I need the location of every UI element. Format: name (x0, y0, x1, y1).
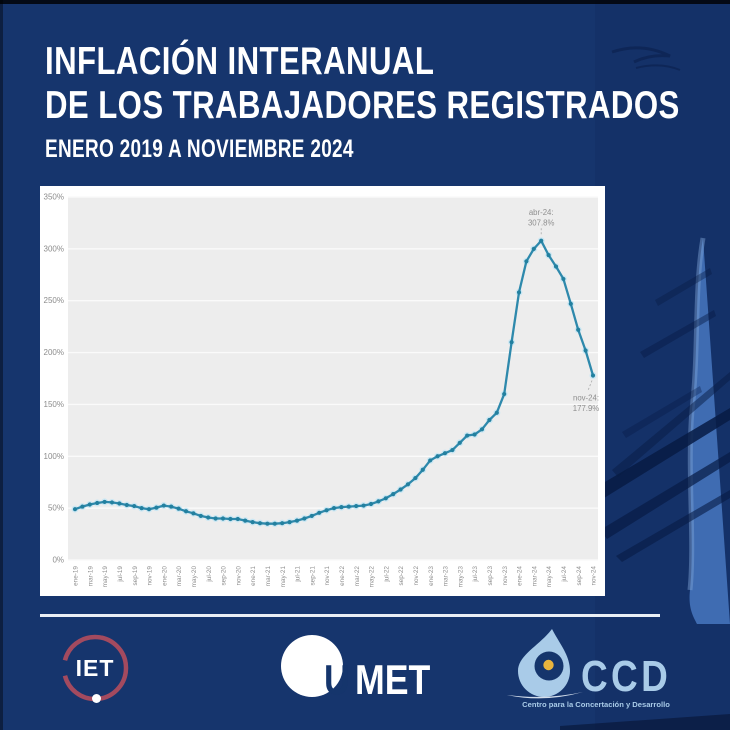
umet-u: U (324, 657, 350, 703)
iet-label: IET (76, 655, 115, 681)
chart-card: 0% 50% 100% 150% 200% 250% 300% 350% ene-19 mar-1… (40, 186, 605, 596)
svg-text:sep-23: sep-23 (487, 566, 494, 586)
svg-text:sep-19: sep-19 (132, 566, 139, 586)
svg-text:mar-19: mar-19 (87, 566, 94, 587)
annotation-label: abr-24: (529, 208, 554, 217)
svg-text:ene-20: ene-20 (161, 566, 168, 586)
ccd-swoosh (507, 692, 583, 699)
footer-divider (40, 614, 660, 617)
svg-text:250%: 250% (44, 296, 64, 305)
umet-logo: U MET (281, 635, 431, 704)
svg-text:mar-24: mar-24 (531, 566, 538, 587)
svg-text:sep-21: sep-21 (309, 566, 316, 586)
title-line-2: DE LOS TRABAJADORES REGISTRADOS (45, 84, 680, 127)
svg-text:mar-21: mar-21 (265, 566, 272, 587)
svg-text:jul-24: jul-24 (561, 566, 568, 583)
ccd-tagline: Centro para la Concertación y Desarrollo (522, 700, 670, 709)
data-points (72, 238, 596, 526)
inflation-line-chart: 0% 50% 100% 150% 200% 250% 300% 350% ene-19 mar-1… (44, 193, 600, 588)
ccd-label: CCD (581, 651, 671, 701)
svg-text:ene-24: ene-24 (517, 566, 524, 586)
annotation-value: 177.9% (573, 404, 600, 413)
svg-text:nov-23: nov-23 (502, 566, 509, 586)
umet-circle (281, 635, 343, 697)
svg-text:nov-20: nov-20 (235, 566, 242, 586)
svg-text:may-19: may-19 (102, 566, 109, 588)
svg-text:jul-20: jul-20 (206, 566, 213, 583)
svg-text:ene-21: ene-21 (250, 566, 257, 586)
svg-text:jul-21: jul-21 (295, 566, 302, 583)
svg-text:150%: 150% (44, 400, 64, 409)
svg-text:200%: 200% (44, 348, 64, 357)
svg-text:may-22: may-22 (369, 566, 376, 588)
umet-met: MET (355, 657, 431, 703)
svg-text:jul-23: jul-23 (472, 566, 479, 583)
svg-text:mar-22: mar-22 (354, 566, 361, 587)
svg-text:ene-22: ene-22 (339, 566, 346, 586)
svg-text:sep-22: sep-22 (398, 566, 405, 586)
svg-text:nov-22: nov-22 (413, 566, 420, 586)
title-subtitle: ENERO 2019 A NOVIEMBRE 2024 (45, 135, 354, 163)
svg-text:100%: 100% (44, 452, 64, 461)
y-axis-labels: 0% 50% 100% 150% 200% 250% 300% 350% (44, 193, 64, 565)
svg-text:may-20: may-20 (191, 566, 198, 588)
plot-area (68, 197, 598, 560)
title-line-1: INFLACIÓN INTERANUAL (45, 40, 435, 83)
svg-text:mar-20: mar-20 (176, 566, 183, 587)
svg-text:50%: 50% (48, 504, 64, 513)
iet-dot (92, 694, 101, 703)
svg-text:0%: 0% (52, 556, 64, 565)
x-axis-labels: ene-19 mar-19 may-19 jul-19 sep-19 nov-19 ene-… (73, 566, 598, 588)
svg-text:300%: 300% (44, 244, 64, 253)
svg-text:may-24: may-24 (546, 566, 553, 588)
svg-text:nov-21: nov-21 (324, 566, 331, 586)
svg-text:jul-19: jul-19 (117, 566, 124, 583)
ccd-flame-gold-dot (543, 659, 554, 671)
gridlines (68, 196, 598, 561)
iet-logo: IET (61, 634, 129, 703)
svg-text:may-21: may-21 (280, 566, 287, 588)
page-title: INFLACIÓN INTERANUAL DE LOS TRABAJADORES… (45, 40, 730, 164)
annotation-label: nov-24: (573, 393, 599, 402)
annotation-value: 307.8% (528, 218, 555, 227)
svg-text:ene-23: ene-23 (428, 566, 435, 586)
svg-text:ene-19: ene-19 (73, 566, 80, 586)
svg-text:sep-24: sep-24 (576, 566, 583, 586)
svg-text:350%: 350% (44, 193, 64, 202)
svg-text:nov-19: nov-19 (147, 566, 154, 586)
svg-text:jul-22: jul-22 (383, 566, 390, 583)
svg-text:may-23: may-23 (457, 566, 464, 588)
svg-text:mar-23: mar-23 (443, 566, 450, 587)
svg-text:nov-24: nov-24 (591, 566, 598, 586)
ccd-logo: CCD Centro para la Concertación y Desarr… (507, 629, 671, 709)
svg-text:sep-20: sep-20 (221, 566, 228, 586)
annotations: abr-24:307.8% nov-24: 177.9% (528, 208, 599, 413)
